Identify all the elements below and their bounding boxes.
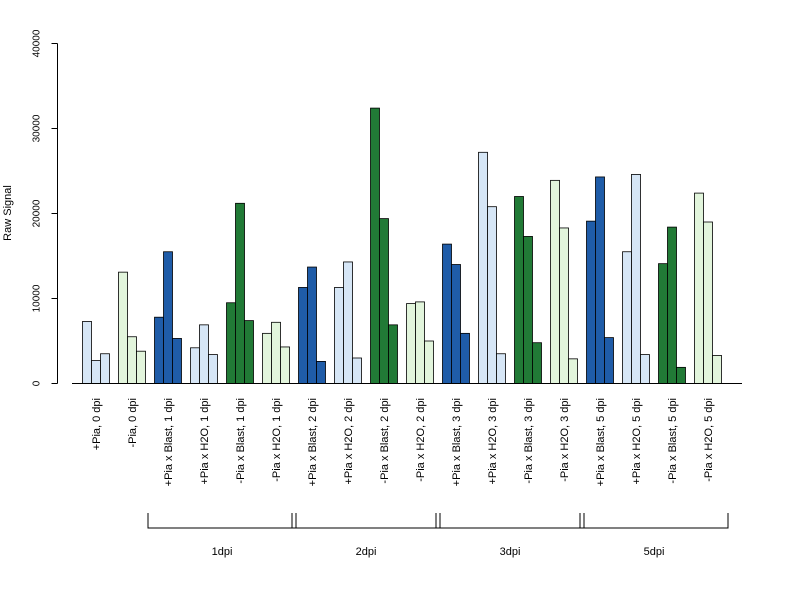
bar xyxy=(406,303,416,384)
bar xyxy=(244,320,254,384)
bar xyxy=(208,354,218,384)
category-label: +Pia x H2O, 5 dpi xyxy=(631,398,643,485)
bar xyxy=(352,357,362,384)
category-label: -Pia x H2O, 1 dpi xyxy=(271,398,283,482)
group-bracket xyxy=(291,513,441,529)
bar xyxy=(424,340,434,384)
bars xyxy=(82,107,722,384)
bar xyxy=(172,338,182,384)
bar xyxy=(532,342,542,384)
category-label: +Pia x Blast, 2 dpi xyxy=(307,398,319,486)
bar xyxy=(262,332,272,384)
category-label: +Pia x H2O, 2 dpi xyxy=(343,398,355,485)
bar xyxy=(100,353,110,384)
category-label: -Pia x H2O, 5 dpi xyxy=(703,398,715,482)
bar xyxy=(370,107,380,384)
category-label: +Pia x Blast, 1 dpi xyxy=(163,398,175,486)
bar xyxy=(640,354,650,384)
category-label: -Pia x H2O, 2 dpi xyxy=(415,398,427,482)
y-tick-label: 10000 xyxy=(32,284,43,312)
y-tick-label: 30000 xyxy=(32,114,43,142)
category-label: -Pia x H2O, 3 dpi xyxy=(559,398,571,482)
bar xyxy=(568,358,578,384)
bar xyxy=(127,336,137,384)
y-axis-label: Raw Signal xyxy=(2,185,14,241)
bar xyxy=(199,324,209,384)
bar xyxy=(379,218,389,384)
y-tick-label: 20000 xyxy=(32,199,43,227)
bar xyxy=(514,196,524,384)
bar xyxy=(415,301,425,384)
group-bracket xyxy=(435,513,585,529)
bar xyxy=(712,355,722,384)
category-label: +Pia x H2O, 1 dpi xyxy=(199,398,211,485)
group-label: 5dpi xyxy=(644,546,665,558)
bar xyxy=(703,221,713,384)
bar xyxy=(559,227,569,384)
category-label: -Pia x Blast, 1 dpi xyxy=(235,398,247,484)
bar xyxy=(91,360,101,384)
bar xyxy=(451,264,461,384)
bar xyxy=(667,226,677,384)
bar xyxy=(235,202,245,384)
bar xyxy=(334,287,344,384)
category-label: -Pia, 0 dpi xyxy=(127,398,139,448)
bar xyxy=(118,271,128,384)
category-labels: +Pia, 0 dpi -Pia, 0 dpi +Pia x Blast, 1 dp… xyxy=(91,398,715,486)
bar xyxy=(676,366,686,384)
group-label: 3dpi xyxy=(500,546,521,558)
bar xyxy=(82,321,92,384)
category-label: +Pia x H2O, 3 dpi xyxy=(487,398,499,485)
bar xyxy=(478,151,488,384)
bar xyxy=(586,220,596,384)
bar xyxy=(523,236,533,384)
category-label: +Pia x Blast, 5 dpi xyxy=(595,398,607,486)
bar xyxy=(307,266,317,384)
bar xyxy=(496,353,506,384)
bar xyxy=(163,251,173,384)
category-label: +Pia x Blast, 3 dpi xyxy=(451,398,463,486)
bar xyxy=(631,173,641,384)
bar xyxy=(595,176,605,384)
bar xyxy=(226,302,236,384)
category-label: -Pia x Blast, 3 dpi xyxy=(523,398,535,484)
bar xyxy=(343,261,353,384)
category-label: -Pia x Blast, 2 dpi xyxy=(379,398,391,484)
group-brackets: 1dpi 2dpi 3dpi 5dpi xyxy=(147,513,729,558)
bar xyxy=(154,316,164,384)
bar xyxy=(280,346,290,384)
bar xyxy=(136,350,146,384)
group-label: 1dpi xyxy=(212,546,233,558)
bar xyxy=(271,321,281,384)
y-axis: 0 10000 20000 30000 40000 xyxy=(32,29,58,386)
bar xyxy=(388,324,398,384)
category-label: +Pia, 0 dpi xyxy=(91,398,103,450)
bar xyxy=(694,192,704,384)
group-bracket xyxy=(147,513,297,529)
bar xyxy=(550,179,560,384)
group-label: 2dpi xyxy=(356,546,377,558)
bar xyxy=(622,251,632,384)
y-tick-label: 40000 xyxy=(32,29,43,57)
bar xyxy=(460,332,470,384)
y-tick-label: 0 xyxy=(32,380,43,386)
bar xyxy=(442,243,452,384)
group-bracket xyxy=(579,513,729,529)
bar xyxy=(658,263,668,384)
category-label: -Pia x Blast, 5 dpi xyxy=(667,398,679,484)
bar xyxy=(190,347,200,384)
bar xyxy=(487,206,497,384)
bar xyxy=(298,287,308,384)
bar xyxy=(604,337,614,384)
bar xyxy=(316,360,326,384)
